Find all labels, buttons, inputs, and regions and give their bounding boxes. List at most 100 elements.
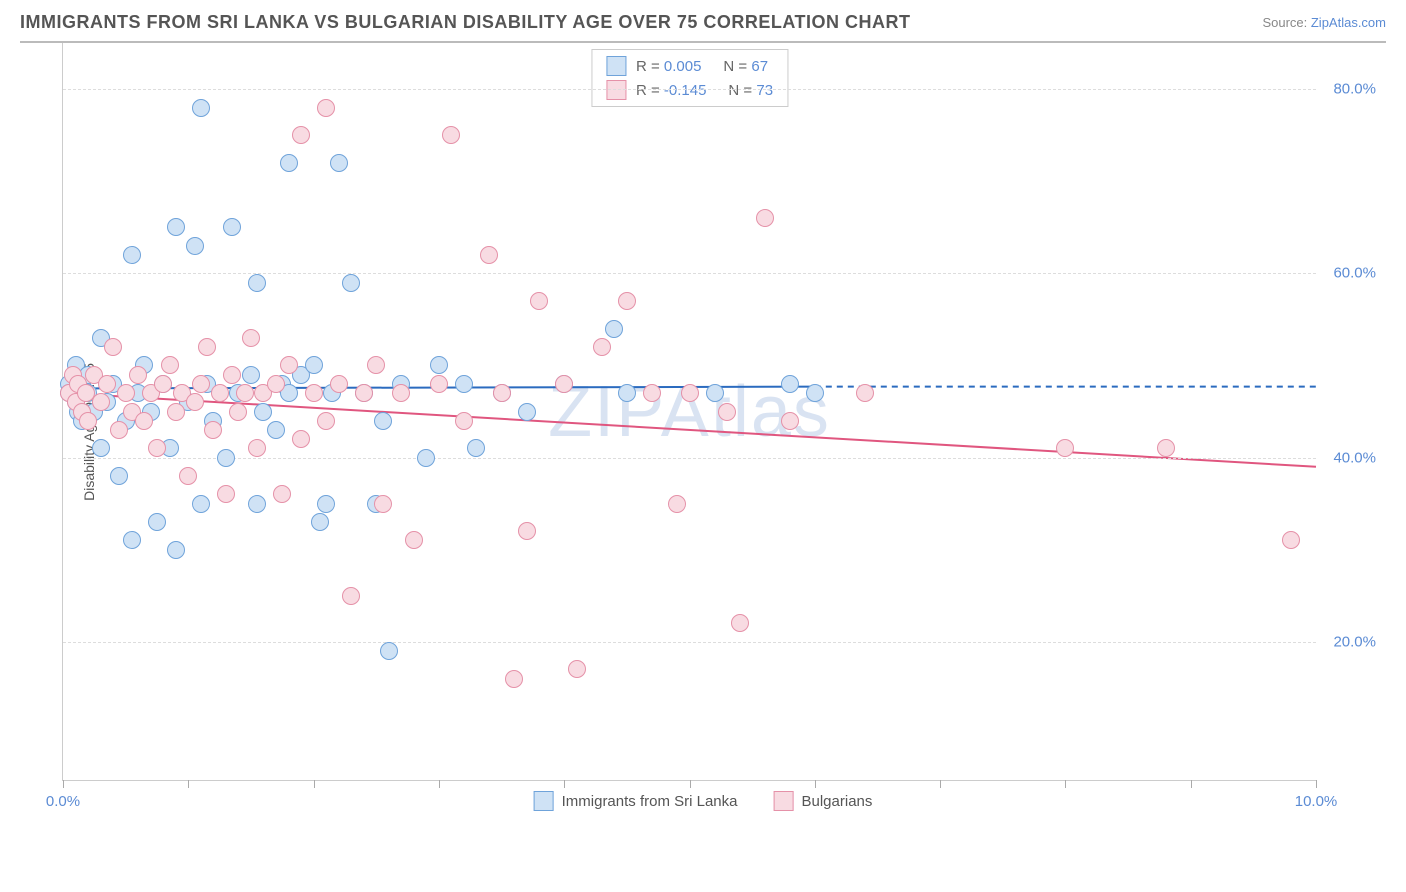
y-tick-label: 60.0% — [1333, 265, 1376, 282]
data-point — [367, 356, 385, 374]
x-tick — [1065, 780, 1066, 788]
data-point — [186, 237, 204, 255]
data-point — [1282, 531, 1300, 549]
data-point — [79, 412, 97, 430]
data-point — [568, 660, 586, 678]
x-tick-label: 10.0% — [1295, 793, 1338, 810]
data-point — [248, 495, 266, 513]
data-point — [248, 274, 266, 292]
data-point — [135, 412, 153, 430]
data-point — [305, 384, 323, 402]
trend-lines-layer — [63, 43, 1316, 780]
data-point — [467, 439, 485, 457]
data-point — [98, 375, 116, 393]
data-point — [192, 99, 210, 117]
data-point — [292, 430, 310, 448]
data-point — [254, 403, 272, 421]
x-tick — [690, 780, 691, 788]
x-tick — [940, 780, 941, 788]
data-point — [317, 412, 335, 430]
data-point — [123, 246, 141, 264]
data-point — [593, 338, 611, 356]
data-point — [681, 384, 699, 402]
x-tick — [564, 780, 565, 788]
data-point — [211, 384, 229, 402]
data-point — [518, 522, 536, 540]
chart-title: IMMIGRANTS FROM SRI LANKA VS BULGARIAN D… — [20, 12, 911, 33]
legend-item: Immigrants from Sri Lanka — [534, 791, 738, 811]
data-point — [123, 531, 141, 549]
data-point — [198, 338, 216, 356]
stat-r-label: R = 0.005 — [636, 58, 701, 75]
data-point — [374, 412, 392, 430]
data-point — [223, 218, 241, 236]
data-point — [204, 421, 222, 439]
data-point — [236, 384, 254, 402]
data-point — [618, 292, 636, 310]
series-legend: Immigrants from Sri Lanka Bulgarians — [534, 791, 873, 811]
data-point — [110, 421, 128, 439]
data-point — [217, 449, 235, 467]
x-tick — [815, 780, 816, 788]
gridline-h — [63, 89, 1316, 90]
data-point — [605, 320, 623, 338]
data-point — [92, 393, 110, 411]
data-point — [242, 366, 260, 384]
data-point — [229, 403, 247, 421]
trend-line — [63, 393, 1316, 467]
source-prefix: Source: — [1262, 15, 1310, 30]
data-point — [267, 375, 285, 393]
data-point — [455, 375, 473, 393]
x-tick — [439, 780, 440, 788]
data-point — [242, 329, 260, 347]
data-point — [430, 356, 448, 374]
data-point — [442, 126, 460, 144]
data-point — [668, 495, 686, 513]
data-point — [355, 384, 373, 402]
data-point — [117, 384, 135, 402]
data-point — [154, 375, 172, 393]
data-point — [223, 366, 241, 384]
data-point — [380, 642, 398, 660]
data-point — [430, 375, 448, 393]
data-point — [706, 384, 724, 402]
stats-legend-row: R = 0.005N = 67 — [592, 54, 787, 78]
data-point — [374, 495, 392, 513]
data-point — [806, 384, 824, 402]
data-point — [518, 403, 536, 421]
gridline-h — [63, 642, 1316, 643]
data-point — [493, 384, 511, 402]
legend-label: Bulgarians — [802, 793, 873, 810]
data-point — [781, 375, 799, 393]
data-point — [530, 292, 548, 310]
data-point — [217, 485, 235, 503]
data-point — [756, 209, 774, 227]
data-point — [161, 356, 179, 374]
data-point — [330, 154, 348, 172]
data-point — [718, 403, 736, 421]
y-tick-label: 40.0% — [1333, 449, 1376, 466]
data-point — [455, 412, 473, 430]
data-point — [618, 384, 636, 402]
legend-swatch — [606, 56, 626, 76]
data-point — [505, 670, 523, 688]
source-link[interactable]: ZipAtlas.com — [1311, 15, 1386, 30]
data-point — [110, 467, 128, 485]
data-point — [405, 531, 423, 549]
legend-swatch — [774, 791, 794, 811]
data-point — [330, 375, 348, 393]
legend-swatch — [534, 791, 554, 811]
data-point — [480, 246, 498, 264]
x-tick — [188, 780, 189, 788]
data-point — [167, 541, 185, 559]
data-point — [167, 403, 185, 421]
data-point — [1157, 439, 1175, 457]
data-point — [186, 393, 204, 411]
data-point — [292, 126, 310, 144]
data-point — [248, 439, 266, 457]
data-point — [417, 449, 435, 467]
legend-item: Bulgarians — [774, 791, 873, 811]
data-point — [267, 421, 285, 439]
y-tick-label: 80.0% — [1333, 81, 1376, 98]
data-point — [192, 495, 210, 513]
